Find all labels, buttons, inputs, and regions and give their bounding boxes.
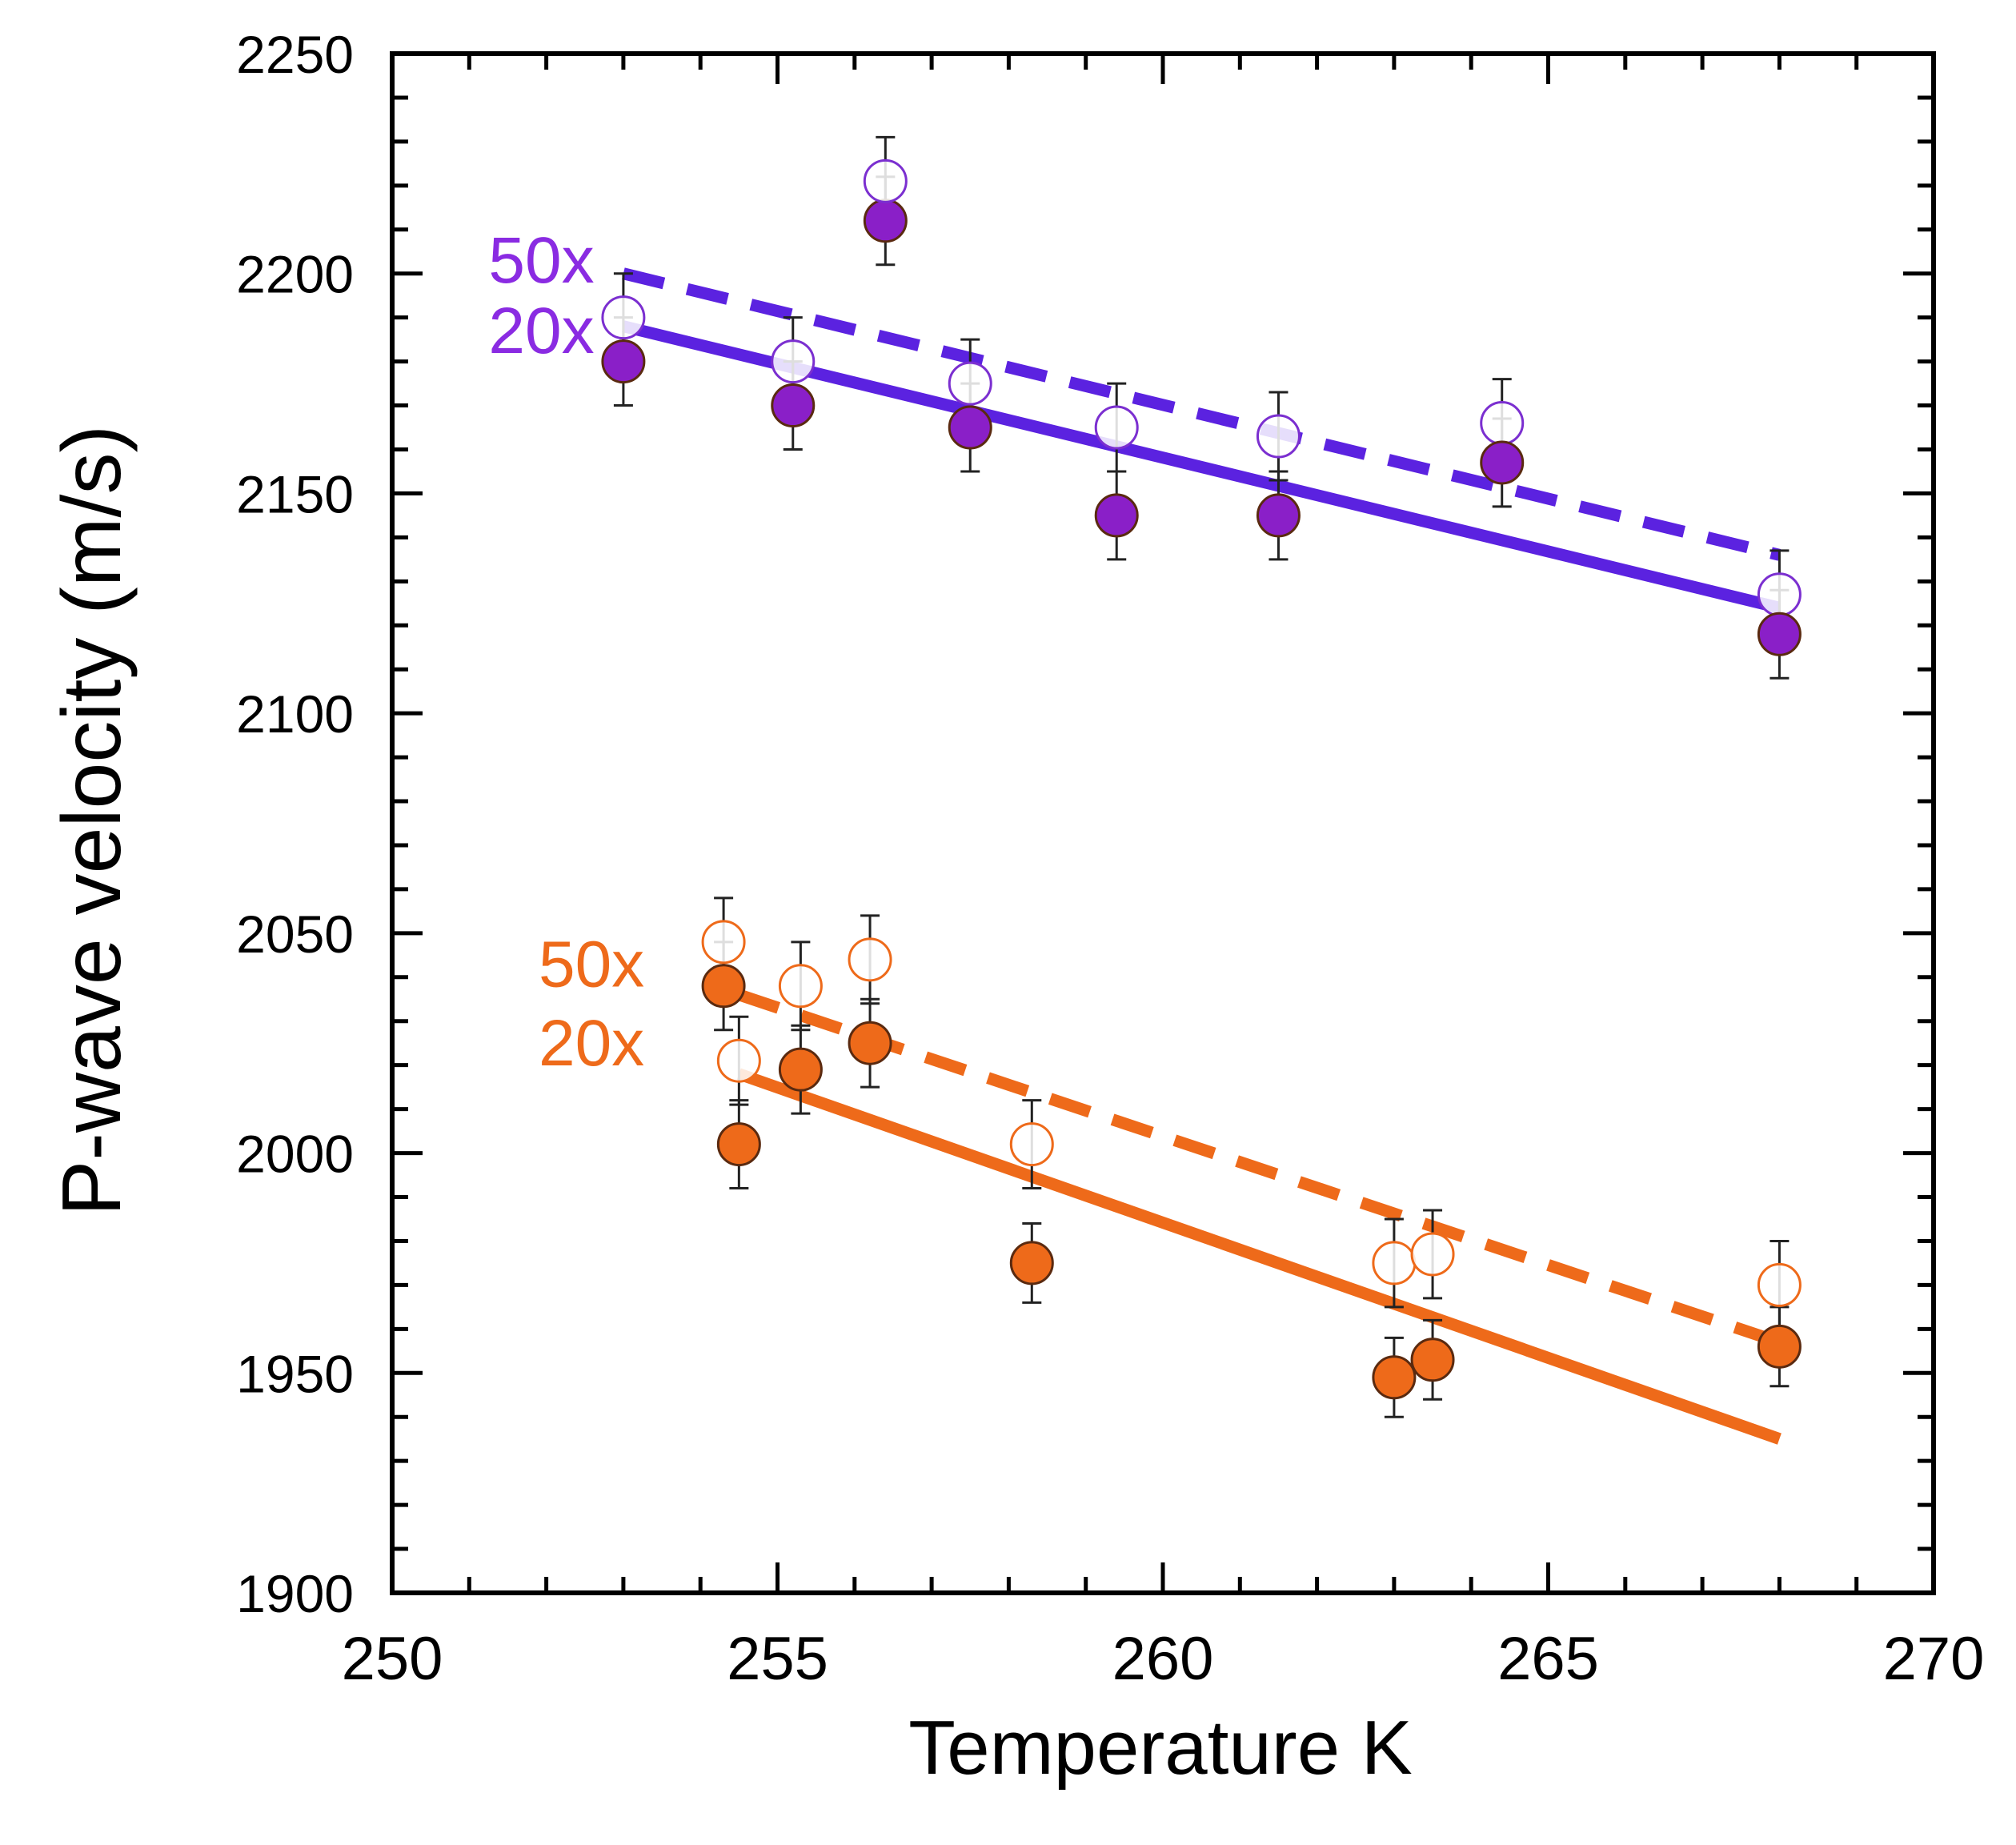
- open-data-point: [1372, 1241, 1417, 1285]
- filled-data-point: [1372, 1355, 1417, 1400]
- open-data-point: [1009, 1122, 1054, 1167]
- plot-area: [390, 51, 1936, 1595]
- series-label: 50x: [488, 224, 594, 297]
- y-tick-label: 2200: [236, 245, 354, 304]
- fit-line-solid: [622, 320, 1782, 614]
- filled-data-point: [716, 1122, 761, 1167]
- filled-data-point: [701, 964, 746, 1009]
- filled-data-point: [863, 199, 908, 243]
- filled-data-point: [948, 405, 992, 450]
- filled-data-point: [1757, 612, 1802, 656]
- y-tick-label: 2100: [236, 684, 354, 744]
- filled-data-point: [1757, 1324, 1802, 1369]
- open-data-point: [601, 295, 646, 340]
- x-tick-label: 250: [342, 1625, 443, 1693]
- open-data-point: [1757, 572, 1802, 617]
- x-tick-label: 260: [1112, 1625, 1214, 1693]
- open-data-point: [716, 1038, 761, 1083]
- open-data-point: [948, 361, 992, 406]
- y-tick-label: 1900: [236, 1564, 354, 1623]
- filled-data-point: [1094, 493, 1139, 538]
- open-data-point: [771, 339, 816, 384]
- filled-data-point: [771, 383, 816, 428]
- y-tick-label: 1950: [236, 1344, 354, 1403]
- filled-data-point: [778, 1047, 823, 1092]
- fit-line-dashed: [736, 989, 1782, 1348]
- filled-data-point: [1480, 440, 1525, 485]
- open-data-point: [848, 937, 892, 982]
- open-data-point: [1256, 414, 1301, 459]
- x-tick-label: 255: [727, 1625, 828, 1693]
- y-axis-title: P-wave velocity (m/s): [46, 425, 138, 1216]
- filled-data-point: [1410, 1338, 1455, 1382]
- data-points: [601, 158, 1802, 1400]
- series-label: 50x: [539, 928, 644, 1001]
- open-data-point: [701, 920, 746, 965]
- y-tick-label: 2250: [236, 25, 354, 84]
- y-tick-label: 2150: [236, 464, 354, 523]
- y-tick-label: 2050: [236, 904, 354, 964]
- filled-data-point: [1009, 1241, 1054, 1285]
- series-label: 20x: [488, 295, 594, 367]
- x-axis-title: Temperature K: [908, 1705, 1413, 1791]
- open-data-point: [778, 964, 823, 1009]
- filled-data-point: [1256, 493, 1301, 538]
- open-data-point: [863, 158, 908, 203]
- open-data-point: [1094, 405, 1139, 450]
- fit-line-dashed: [622, 267, 1782, 561]
- y-tick-label: 2000: [236, 1125, 354, 1184]
- filled-data-point: [601, 339, 646, 384]
- tick-labels: 250 255 260 265 270 1900 1950 2000 2050 2100 2150 2…: [236, 25, 1984, 1693]
- filled-data-point: [848, 1021, 892, 1065]
- x-tick-label: 265: [1497, 1625, 1599, 1693]
- fit-lines: [622, 267, 1782, 1445]
- series-label: 20x: [539, 1007, 644, 1080]
- open-data-point: [1410, 1232, 1455, 1277]
- open-data-point: [1480, 401, 1525, 446]
- error-bars: [613, 135, 1790, 1418]
- x-tick-label: 270: [1883, 1625, 1985, 1693]
- open-data-point: [1757, 1262, 1802, 1307]
- fit-line-solid: [736, 1068, 1782, 1445]
